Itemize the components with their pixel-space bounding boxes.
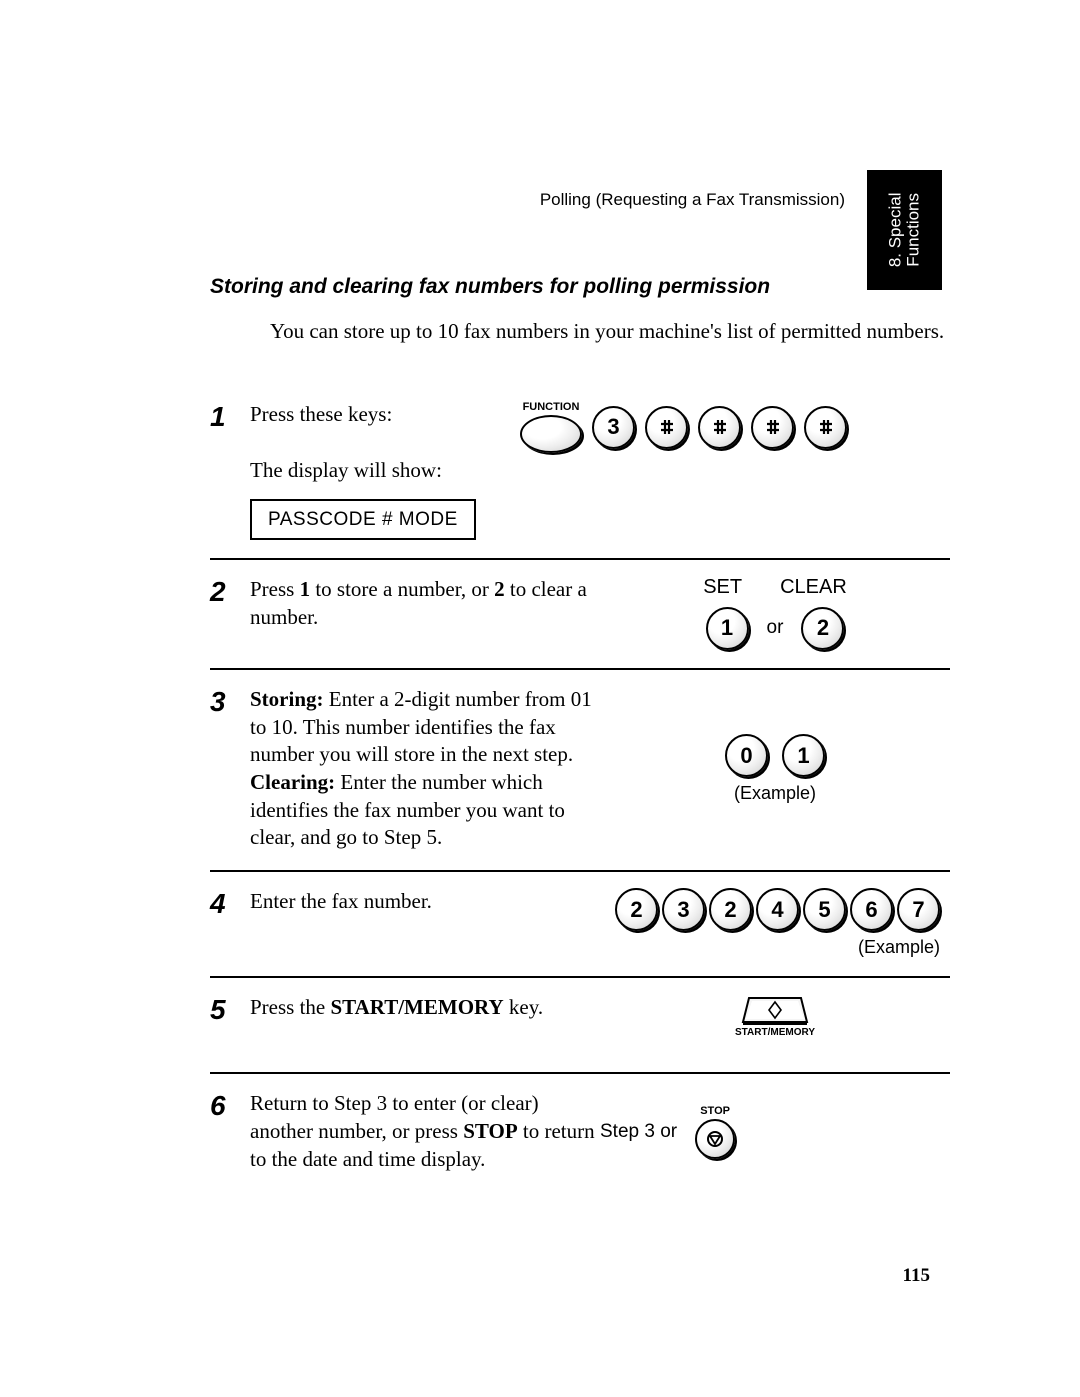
step-4: 4 Enter the fax number. 2 3 2 4 5 6 7 (E… — [210, 870, 950, 976]
page-number: 115 — [903, 1265, 930, 1287]
step-4-keys: 2 3 2 4 5 6 7 (Example) — [490, 888, 950, 958]
key-hash[interactable] — [645, 406, 688, 449]
step3-or-label: Step 3 or — [600, 1121, 677, 1143]
stop-label: STOP — [700, 1105, 730, 1117]
step-2: 2 Press 1 to store a number, or 2 to cle… — [210, 558, 950, 668]
step-1-body: Press these keys: The display will show:… — [250, 401, 510, 540]
t: 1 — [300, 577, 311, 601]
step-6-keys: Step 3 or STOP — [600, 1090, 950, 1173]
stop-key[interactable] — [695, 1119, 735, 1159]
t: Press the — [250, 995, 331, 1019]
set-label: SET — [703, 576, 742, 599]
step-4-body: Enter the fax number. — [250, 888, 490, 958]
key-3[interactable]: 3 — [662, 888, 705, 931]
key-6[interactable]: 6 — [850, 888, 893, 931]
step-6: 6 Return to Step 3 to enter (or clear) a… — [210, 1072, 950, 1191]
key-2[interactable]: 2 — [615, 888, 658, 931]
step-number: 3 — [210, 686, 250, 852]
t: STOP — [463, 1119, 517, 1143]
key-0[interactable]: 0 — [725, 734, 768, 777]
key-2[interactable]: 2 — [801, 607, 844, 650]
key-5[interactable]: 5 — [803, 888, 846, 931]
step-3-keys: 0 1 (Example) — [600, 686, 950, 852]
step-number: 6 — [210, 1090, 250, 1173]
running-header: Polling (Requesting a Fax Transmission) — [540, 190, 845, 210]
key-1[interactable]: 1 — [706, 607, 749, 650]
step-5: 5 Press the START/MEMORY key. — [210, 976, 950, 1072]
t: key. — [504, 995, 543, 1019]
step-number: 5 — [210, 994, 250, 1054]
section-title: Storing and clearing fax numbers for pol… — [210, 275, 950, 299]
t: Clearing: — [250, 770, 335, 794]
clear-label: CLEAR — [780, 576, 847, 599]
steps-container: 1 Press these keys: The display will sho… — [210, 385, 950, 1191]
key-hash[interactable] — [698, 406, 741, 449]
step-1: 1 Press these keys: The display will sho… — [210, 385, 950, 558]
t: Press — [250, 577, 300, 601]
step-2-keys: SET CLEAR 1 or 2 — [600, 576, 950, 650]
key-7[interactable]: 7 — [897, 888, 940, 931]
chapter-tab-line2: Functions — [903, 193, 922, 267]
key-3[interactable]: 3 — [592, 406, 635, 449]
step-number: 4 — [210, 888, 250, 958]
step-2-body: Press 1 to store a number, or 2 to clear… — [250, 576, 600, 650]
step-5-body: Press the START/MEMORY key. — [250, 994, 600, 1054]
step-3: 3 Storing: Enter a 2-digit number from 0… — [210, 668, 950, 870]
key-hash[interactable] — [804, 406, 847, 449]
manual-page: Polling (Requesting a Fax Transmission) … — [0, 0, 1080, 1397]
t: START/MEMORY — [331, 995, 504, 1019]
key-1[interactable]: 1 — [782, 734, 825, 777]
function-key[interactable] — [520, 415, 582, 453]
key-4[interactable]: 4 — [756, 888, 799, 931]
start-memory-label: START/MEMORY — [735, 1027, 815, 1038]
t: Storing: — [250, 687, 324, 711]
t: 2 — [494, 577, 505, 601]
lcd-display: PASSCODE # MODE — [250, 499, 476, 540]
step-3-body: Storing: Enter a 2-digit number from 01 … — [250, 686, 600, 852]
function-label: FUNCTION — [523, 401, 580, 413]
chapter-tab: 8. Special Functions — [867, 170, 942, 290]
key-2[interactable]: 2 — [709, 888, 752, 931]
chapter-tab-line1: 8. Special — [886, 193, 905, 268]
example-label: (Example) — [858, 937, 940, 958]
step-1-keys: FUNCTION 3 — [510, 401, 950, 540]
step-number: 2 — [210, 576, 250, 650]
step-5-keys: START/MEMORY — [600, 994, 950, 1054]
step-number: 1 — [210, 401, 250, 540]
intro-text: You can store up to 10 fax numbers in yo… — [270, 317, 950, 345]
step1-line-b: The display will show: — [250, 457, 510, 485]
start-memory-key[interactable]: START/MEMORY — [735, 994, 815, 1038]
or-label: or — [767, 617, 784, 639]
example-label: (Example) — [734, 783, 816, 804]
step1-line-a: Press these keys: — [250, 401, 510, 429]
step-6-body: Return to Step 3 to enter (or clear) ano… — [250, 1090, 600, 1173]
t: to store a number, or — [310, 577, 494, 601]
key-hash[interactable] — [751, 406, 794, 449]
